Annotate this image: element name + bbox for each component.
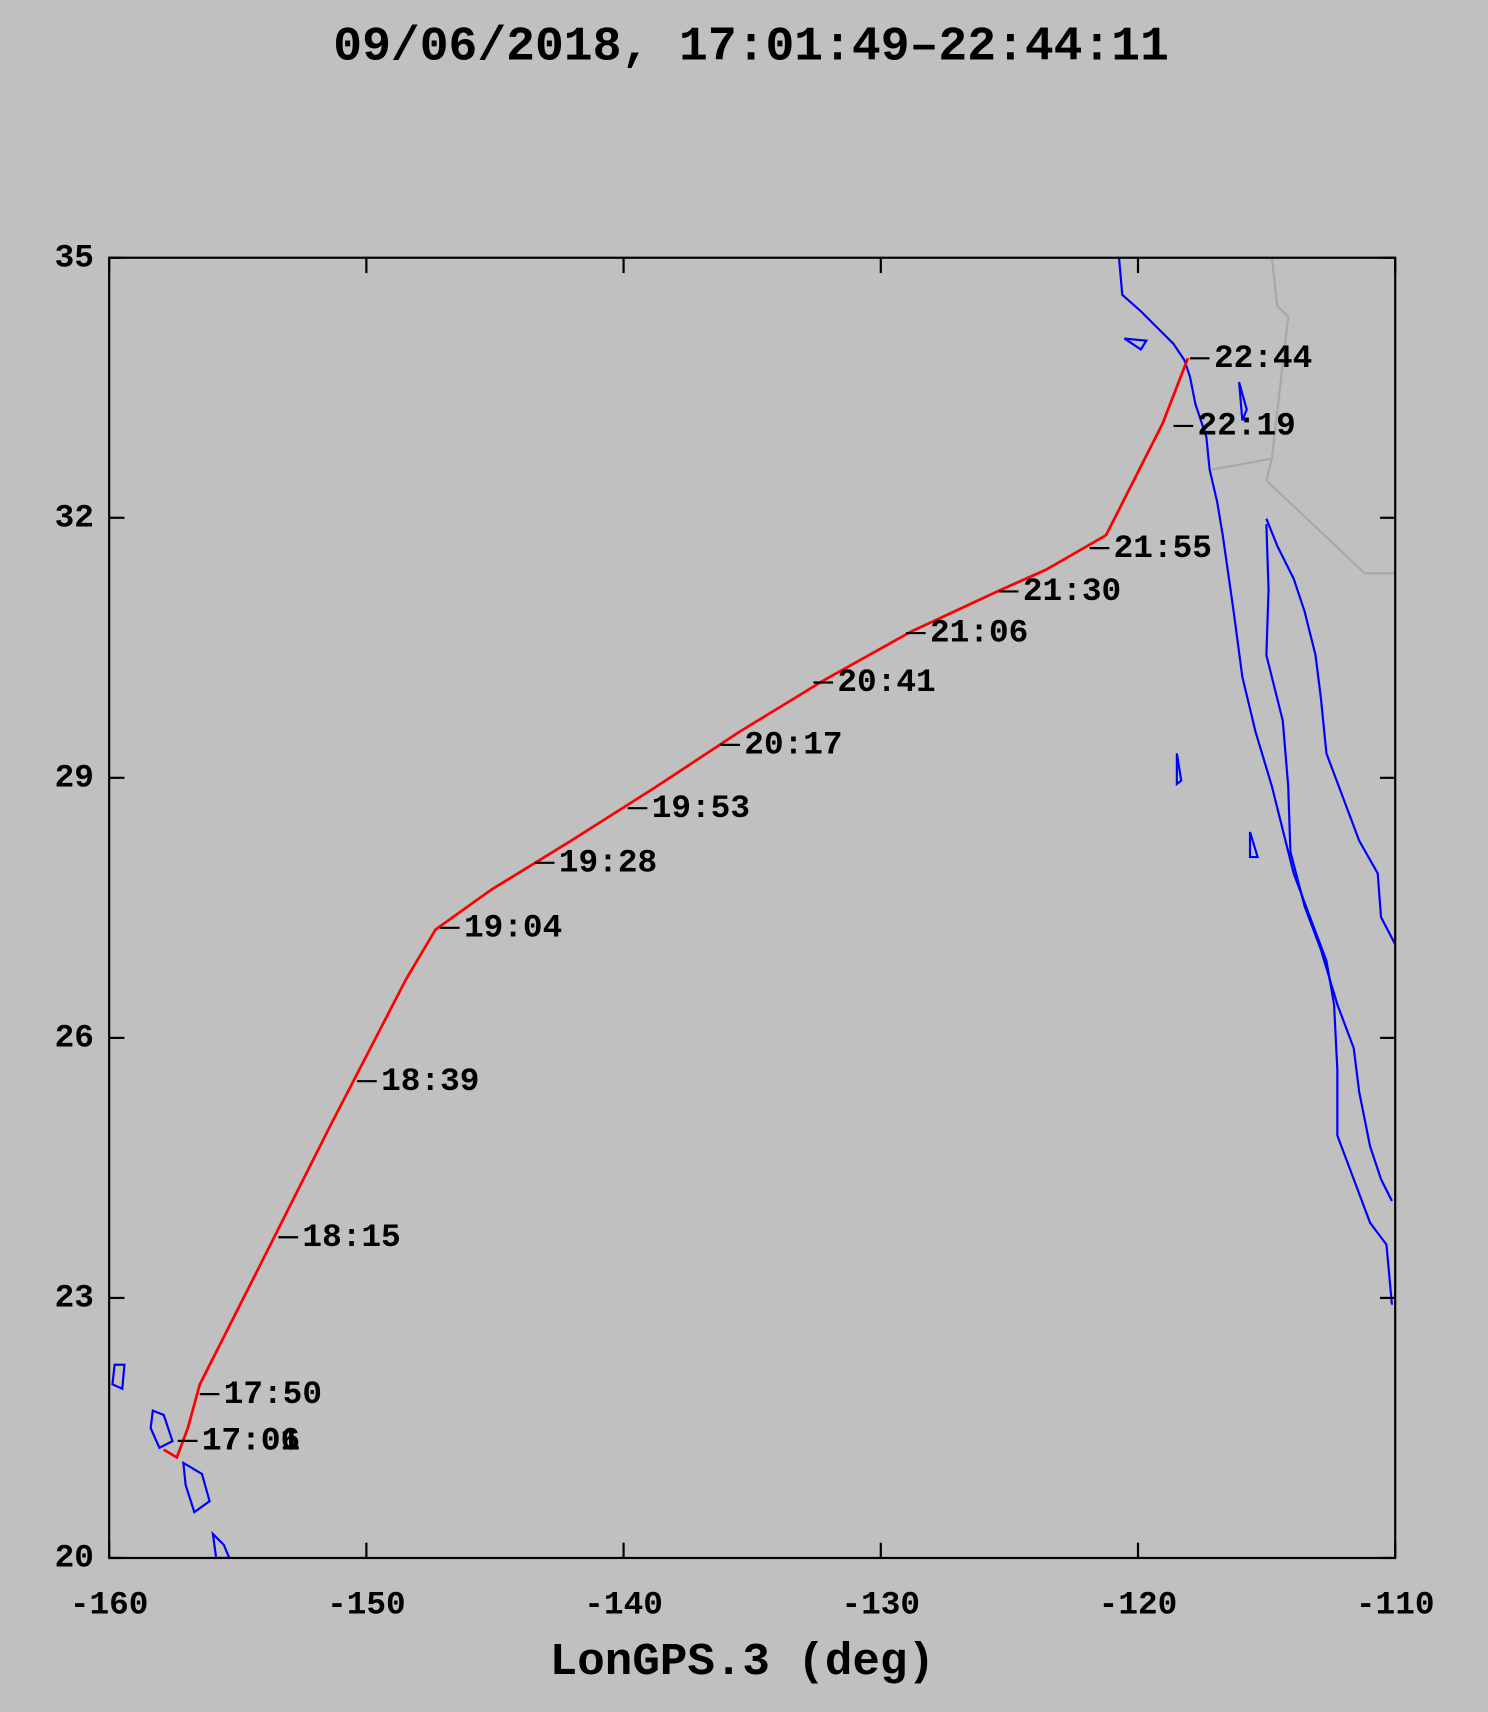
state-border — [1211, 257, 1396, 575]
plot-frame — [108, 256, 1397, 1560]
coastline — [1265, 518, 1397, 945]
flight-track — [163, 357, 1190, 1460]
time-label: 19:53 — [652, 790, 750, 827]
time-label: 20:17 — [744, 727, 842, 764]
time-label: 20:41 — [837, 664, 935, 701]
time-label: 19:28 — [559, 844, 657, 881]
coastline — [1265, 524, 1393, 1202]
time-label: 21:55 — [1114, 530, 1212, 567]
coastline — [1117, 257, 1394, 1305]
chart-title: 09/06/2018, 17:01:49–22:44:11 — [333, 21, 1169, 75]
x-tick-label: -140 — [584, 1587, 663, 1624]
y-tick-label: 23 — [55, 1280, 94, 1317]
y-tick-label: 32 — [55, 499, 94, 536]
x-axis-label: LonGPS.3 (deg) — [550, 1636, 935, 1688]
x-tick-label: -110 — [1356, 1587, 1435, 1624]
y-tick-label: 29 — [55, 759, 94, 796]
y-tick-label: 20 — [55, 1540, 94, 1577]
time-label: 22:44 — [1214, 340, 1312, 377]
time-label: 18:39 — [381, 1063, 479, 1100]
x-tick-label: -150 — [327, 1587, 406, 1624]
x-tick-label: -130 — [841, 1587, 920, 1624]
y-tick-label: 26 — [55, 1020, 94, 1057]
time-label: 17:01 — [202, 1423, 300, 1460]
time-label: 22:19 — [1198, 408, 1296, 445]
time-label: 21:30 — [1023, 573, 1121, 610]
x-tick-label: -120 — [1099, 1587, 1178, 1624]
time-label: 18:15 — [302, 1219, 400, 1256]
time-label: 17:50 — [224, 1376, 322, 1413]
time-label: 17:06 — [202, 1423, 300, 1460]
time-label: 21:06 — [930, 615, 1028, 652]
y-tick-label: 35 — [55, 239, 94, 276]
map — [111, 257, 1397, 1560]
time-label: 19:04 — [464, 909, 562, 946]
x-tick-label: -160 — [70, 1587, 149, 1624]
